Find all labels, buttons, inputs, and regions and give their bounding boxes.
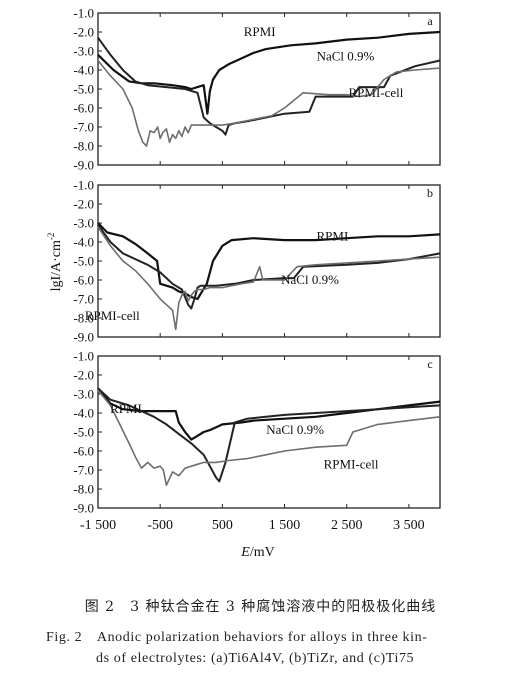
y-tick-label: -9.0: [73, 330, 94, 345]
series-label: RPMI: [317, 228, 349, 243]
y-tick-label: -9.0: [73, 158, 94, 173]
y-tick-label: -4.0: [73, 63, 94, 78]
series-label: RPMI-cell: [324, 456, 379, 471]
y-tick-label: -2.0: [73, 197, 94, 212]
series-rpmi: [97, 387, 441, 441]
series-rpmi: [97, 30, 441, 115]
x-tick-label: 3 500: [393, 518, 425, 533]
polarization-chart: -1.0 -2.0 -3.0 -4.0 -5.0 -6.0 -7.0 -8.0 -9.0 RPMI…: [46, 6, 441, 560]
y-tick-label: -1.0: [73, 349, 94, 364]
panel-letter: b: [427, 186, 433, 200]
caption-english-line-2: ds of electrolytes: (a)Ti6Al4V, (b)TiZr,…: [96, 651, 415, 666]
series-rpmi-cell: [97, 226, 441, 331]
panel-c: -1.0 -2.0 -3.0 -4.0 -5.0 -6.0 -7.0 -8.0 -9.0 RPMI…: [73, 349, 441, 516]
panel-letter: c: [427, 357, 432, 371]
y-tick-label: -2.0: [73, 25, 94, 40]
y-tick-label: -8.0: [73, 311, 94, 326]
series-rpmi: [97, 222, 441, 301]
y-tick-label: -4.0: [73, 406, 94, 421]
series-nacl-0-9: [97, 387, 441, 483]
y-tick-label: -3.0: [73, 216, 94, 231]
x-axis-title-symbol: E: [240, 545, 250, 560]
x-tick-label: 1 500: [269, 518, 301, 533]
panel-letter: a: [427, 14, 433, 28]
panels-layer: -1.0 -2.0 -3.0 -4.0 -5.0 -6.0 -7.0 -8.0 -9.0 RPMI…: [73, 6, 441, 516]
caption-chinese: 图 2 3 种钛合金在 3 种腐蚀溶液中的阳极极化曲线: [84, 599, 437, 615]
y-tick-label: -6.0: [73, 101, 94, 116]
y-tick-label: -5.0: [73, 425, 94, 440]
series-label: RPMI-cell: [85, 308, 140, 323]
series-label: NaCl 0.9%: [317, 49, 375, 64]
series-rpmi-cell: [97, 59, 441, 147]
x-axis: -1 500 -500 500 1 500 2 500 3 500: [80, 518, 425, 533]
x-tick-label: -500: [147, 518, 173, 533]
series-label: RPMI: [244, 24, 276, 39]
x-axis-title: E/mV: [240, 545, 274, 560]
y-tick-label: -3.0: [73, 387, 94, 402]
series-nacl-0-9: [97, 224, 441, 310]
caption-english-line-1: Fig. 2 Anodic polarization behaviors for…: [46, 630, 428, 645]
series-label: NaCl 0.9%: [266, 422, 324, 437]
series-label: RPMI: [110, 401, 142, 416]
y-tick-label: -9.0: [73, 501, 94, 516]
y-tick-label: -8.0: [73, 139, 94, 154]
y-tick-label: -6.0: [73, 444, 94, 459]
x-tick-label: 2 500: [331, 518, 363, 533]
x-tick-label: 500: [212, 518, 233, 533]
y-tick-label: -7.0: [73, 120, 94, 135]
y-tick-label: -7.0: [73, 463, 94, 478]
series-nacl-0-9: [97, 37, 441, 136]
y-tick-label: -1.0: [73, 178, 94, 193]
y-tick-label: -3.0: [73, 44, 94, 59]
y-axis-title-superscript: -2: [46, 233, 56, 241]
y-tick-label: -1.0: [73, 6, 94, 21]
y-tick-label: -7.0: [73, 292, 94, 307]
series-label: RPMI-cell: [349, 85, 404, 100]
x-axis-title-unit: /mV: [250, 545, 275, 560]
y-tick-label: -5.0: [73, 82, 94, 97]
y-tick-label: -4.0: [73, 235, 94, 250]
series-label: NaCl 0.9%: [281, 272, 339, 287]
y-tick-label: -6.0: [73, 273, 94, 288]
y-tick-label: -5.0: [73, 254, 94, 269]
y-tick-label: -8.0: [73, 482, 94, 497]
panel-b: -1.0 -2.0 -3.0 -4.0 -5.0 -6.0 -7.0 -8.0 -9.0 RPMI…: [73, 178, 441, 345]
y-axis-title: lgI/A·cm-2: [46, 233, 64, 292]
panel-a: -1.0 -2.0 -3.0 -4.0 -5.0 -6.0 -7.0 -8.0 -9.0 RPMI…: [73, 6, 441, 173]
x-tick-label: -1 500: [80, 518, 116, 533]
series-rpmi-cell: [97, 389, 441, 487]
y-tick-label: -2.0: [73, 368, 94, 383]
